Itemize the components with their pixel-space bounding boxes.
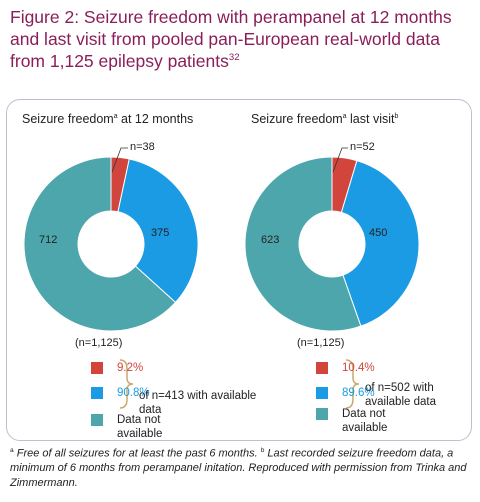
legend-item-left-seizure-free: 9.2% (91, 362, 143, 374)
legend-item-right-na: Data not available (316, 407, 387, 435)
total-label-right: (n=1,125) (297, 337, 345, 349)
pct-right-seizure-free: 10.4% (342, 362, 375, 374)
slice-label-left-seizure-free: n=38 (130, 141, 155, 153)
teal-swatch (316, 408, 328, 420)
slice-label-right-seizure-free: n=52 (350, 141, 375, 153)
total-label-left: (n=1,125) (75, 337, 123, 349)
slice-label-right-na: 623 (261, 234, 280, 246)
bracket-note-right: of n=502 with available data (365, 382, 436, 408)
pct-right-not-free: 89.6% (342, 387, 375, 399)
footnote: a Free of all seizures for at least the … (10, 447, 467, 489)
red-swatch (316, 362, 328, 374)
bracket-note-left: of n=413 with available data (139, 390, 257, 416)
figure-title: Figure 2: Seizure freedom with perampane… (10, 7, 452, 71)
legend-bracket-right (345, 359, 360, 409)
slice-not-available (244, 156, 362, 332)
pct-left-not-free: 90.8% (117, 387, 150, 399)
blue-swatch (91, 387, 103, 399)
teal-swatch (91, 414, 103, 426)
red-swatch (91, 362, 103, 374)
donut-chart-left (23, 156, 199, 332)
slice-not-seizure-free (117, 158, 199, 304)
pct-left-seizure-free: 9.2% (117, 362, 144, 374)
slice-label-right-not-free: 450 (369, 227, 388, 239)
panel-title-left: Seizure freedoma at 12 months (22, 112, 194, 126)
legend-item-left-na: Data not available (91, 413, 162, 441)
legend-label-left-na: Data not available (117, 414, 163, 440)
donut-chart-right (244, 156, 420, 332)
legend-label-right-na: Data not available (342, 408, 388, 434)
slice-not-available (23, 156, 177, 332)
slice-label-left-na: 712 (39, 234, 58, 246)
legend-item-right-seizure-free: 10.4% (316, 362, 375, 374)
slice-label-left-not-free: 375 (151, 227, 170, 239)
callout-line-right (332, 147, 348, 173)
blue-swatch (316, 387, 328, 399)
legend-bracket-left (119, 359, 134, 409)
panel-title-right: Seizure freedoma last visitb (251, 112, 399, 126)
callout-line-left (111, 147, 128, 173)
legend-item-right-not-free: 89.6% (316, 387, 375, 399)
legend-item-left-not-free: 90.8% (91, 387, 150, 399)
slice-not-seizure-free (340, 160, 420, 327)
